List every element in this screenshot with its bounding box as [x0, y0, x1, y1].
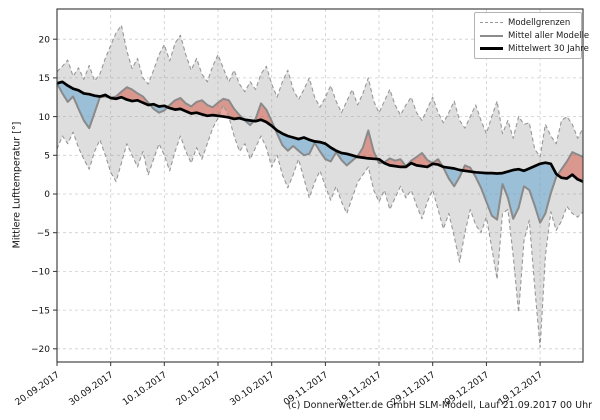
y-tick-label: −20: [31, 345, 50, 355]
y-tick-label: 15: [39, 74, 50, 84]
y-tick-label: −5: [37, 229, 50, 239]
legend-label: Modellgrenzen: [508, 17, 571, 28]
legend-item-mittel-aller-modelle: Mittel aller Modelle: [480, 29, 589, 42]
x-tick-label: 30.10.2017: [228, 370, 276, 408]
y-tick-label: 0: [44, 190, 50, 200]
warmer-than-normal-fill: [57, 81, 583, 182]
x-tick-label: 20.10.2017: [175, 370, 223, 408]
x-tick-label: 10.10.2017: [121, 370, 169, 408]
y-tick-label: 20: [39, 35, 51, 45]
copyright-caption: (c) Donnerwetter.de GmbH SLM-Modell, Lau…: [287, 400, 592, 411]
y-tick-label: 10: [39, 113, 51, 123]
gray-line-sample-icon: [480, 34, 503, 37]
model-mean-line: [56, 82, 584, 224]
model-lower-bound-line: [56, 104, 584, 348]
x-tick-label: 20.09.2017: [14, 370, 62, 408]
y-tick-label: −10: [31, 268, 50, 278]
black-line-sample-icon: [480, 47, 503, 50]
30-year-mean-line: [56, 80, 584, 183]
legend-item-mittelwert-30-jahre: Mittelwert 30 Jahre: [480, 42, 589, 55]
model-upper-bound-line: [56, 24, 584, 158]
y-tick-label: 5: [44, 152, 50, 162]
dashed-line-sample-icon: [480, 22, 503, 23]
legend-label: Mittelwert 30 Jahre: [508, 43, 589, 54]
legend-item-modellgrenzen: Modellgrenzen: [480, 16, 576, 29]
legend-label: Mittel aller Modelle: [508, 30, 590, 41]
gridlines: [56, 9, 583, 362]
legend: Modellgrenzen Mittel aller Modelle Mitte…: [474, 12, 589, 59]
plot-frame: [56, 8, 584, 363]
x-tick-label: 30.09.2017: [67, 370, 115, 408]
y-axis-label: Mittlere Lufttemperatur [°]: [11, 121, 23, 249]
y-tick-label: −15: [31, 306, 50, 316]
